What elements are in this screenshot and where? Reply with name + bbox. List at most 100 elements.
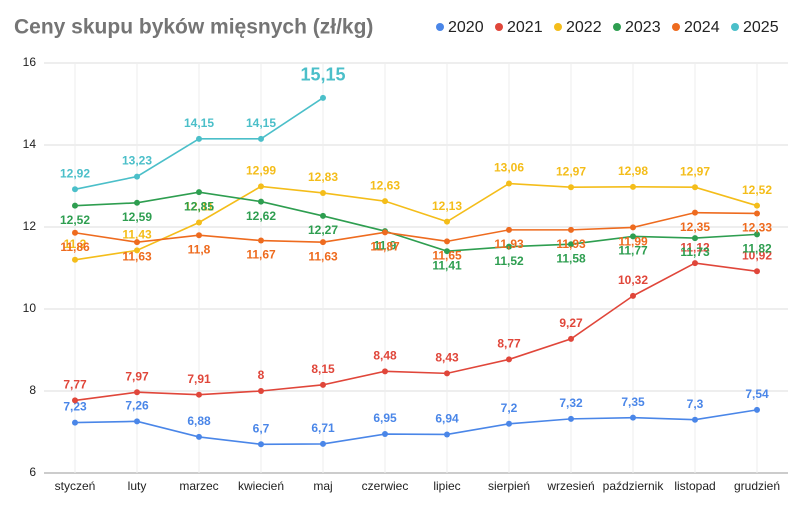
point xyxy=(134,173,140,180)
data-label: 12,35 xyxy=(680,220,710,234)
x-tick-label: luty xyxy=(128,479,147,493)
data-label: 12,98 xyxy=(618,164,648,178)
point xyxy=(258,388,264,394)
point xyxy=(196,232,202,239)
data-label: 11,41 xyxy=(432,258,462,272)
x-tick-label: maj xyxy=(313,479,332,493)
y-tick-label: 10 xyxy=(23,301,37,315)
data-label: 12,59 xyxy=(122,210,152,224)
series-line xyxy=(74,409,758,446)
data-label: 6,88 xyxy=(187,414,211,428)
point xyxy=(72,229,78,236)
data-label: 7,35 xyxy=(621,395,645,409)
point xyxy=(134,389,140,396)
y-tick-label: 12 xyxy=(23,219,37,233)
point xyxy=(568,184,574,191)
point xyxy=(754,406,760,413)
point xyxy=(320,94,326,101)
y-tick-label: 14 xyxy=(23,137,37,151)
point xyxy=(320,212,326,219)
point xyxy=(754,210,760,217)
point xyxy=(506,420,512,427)
point xyxy=(382,368,388,375)
point xyxy=(506,356,512,363)
data-label: 11,87 xyxy=(370,240,400,254)
legend-label: 2023 xyxy=(625,19,661,36)
data-label: 11,86 xyxy=(60,240,90,254)
data-label: 12,97 xyxy=(556,164,586,178)
data-label: 8,48 xyxy=(373,348,397,362)
point xyxy=(568,226,574,233)
data-label: 11,63 xyxy=(308,249,338,263)
data-label: 12,97 xyxy=(680,164,710,178)
data-label: 11,77 xyxy=(618,244,648,258)
legend-marker xyxy=(731,23,739,31)
data-label: 11,12 xyxy=(680,240,710,254)
point xyxy=(134,199,140,206)
point xyxy=(134,418,140,425)
point xyxy=(72,186,78,193)
point xyxy=(258,441,264,448)
point xyxy=(568,241,574,248)
point xyxy=(444,238,450,245)
point xyxy=(630,292,636,299)
data-label: 8 xyxy=(258,368,265,382)
point xyxy=(506,180,512,187)
data-label: 13,23 xyxy=(122,154,152,168)
legend-marker xyxy=(672,23,680,31)
point xyxy=(692,184,698,191)
x-tick-label: październik xyxy=(603,479,665,493)
point xyxy=(196,135,202,142)
data-label: 12,27 xyxy=(308,223,338,237)
point xyxy=(196,219,202,226)
data-label: 7,2 xyxy=(501,401,518,415)
data-label: 7,3 xyxy=(687,397,704,411)
legend-label: 2020 xyxy=(448,19,484,36)
point xyxy=(568,335,574,342)
point xyxy=(692,416,698,423)
series-line xyxy=(74,262,758,402)
data-label: 11,82 xyxy=(742,242,772,256)
data-label: 11,9 xyxy=(374,238,397,252)
data-label: 11,93 xyxy=(556,237,586,251)
point xyxy=(382,198,388,205)
point xyxy=(196,189,202,196)
data-label: 8,15 xyxy=(311,362,335,376)
point xyxy=(444,218,450,225)
legend-marker xyxy=(554,23,562,31)
data-label: 12,62 xyxy=(246,209,276,223)
x-tick-label: grudzień xyxy=(734,479,780,493)
data-label: 12,33 xyxy=(742,221,772,235)
point xyxy=(568,415,574,422)
point xyxy=(506,243,512,250)
data-label: 11,63 xyxy=(122,249,152,263)
chart-title: Ceny skupu byków mięsnych (zł/kg) xyxy=(14,16,373,39)
data-label: 11,8 xyxy=(188,242,211,256)
data-label: 12,85 xyxy=(184,199,214,213)
point xyxy=(630,224,636,231)
point xyxy=(72,419,78,426)
data-label: 11,65 xyxy=(432,249,462,263)
data-label: 11,2 xyxy=(64,237,87,251)
point xyxy=(692,235,698,242)
legend-label: 2021 xyxy=(507,19,543,36)
point xyxy=(444,431,450,438)
point xyxy=(630,183,636,190)
data-label: 12,11 xyxy=(184,200,214,214)
y-tick-label: 16 xyxy=(23,55,37,69)
data-label: 11,73 xyxy=(680,245,710,259)
data-label: 7,91 xyxy=(187,372,211,386)
y-tick-label: 6 xyxy=(29,465,36,479)
point xyxy=(196,433,202,440)
x-tick-label: listopad xyxy=(674,479,715,493)
legend-label: 2024 xyxy=(684,19,720,36)
point xyxy=(382,431,388,438)
x-tick-label: styczeń xyxy=(55,479,96,493)
y-tick-label: 8 xyxy=(29,383,36,397)
point xyxy=(320,381,326,388)
point xyxy=(630,414,636,421)
point xyxy=(72,202,78,209)
legend-label: 2022 xyxy=(566,19,602,36)
point xyxy=(258,135,264,142)
